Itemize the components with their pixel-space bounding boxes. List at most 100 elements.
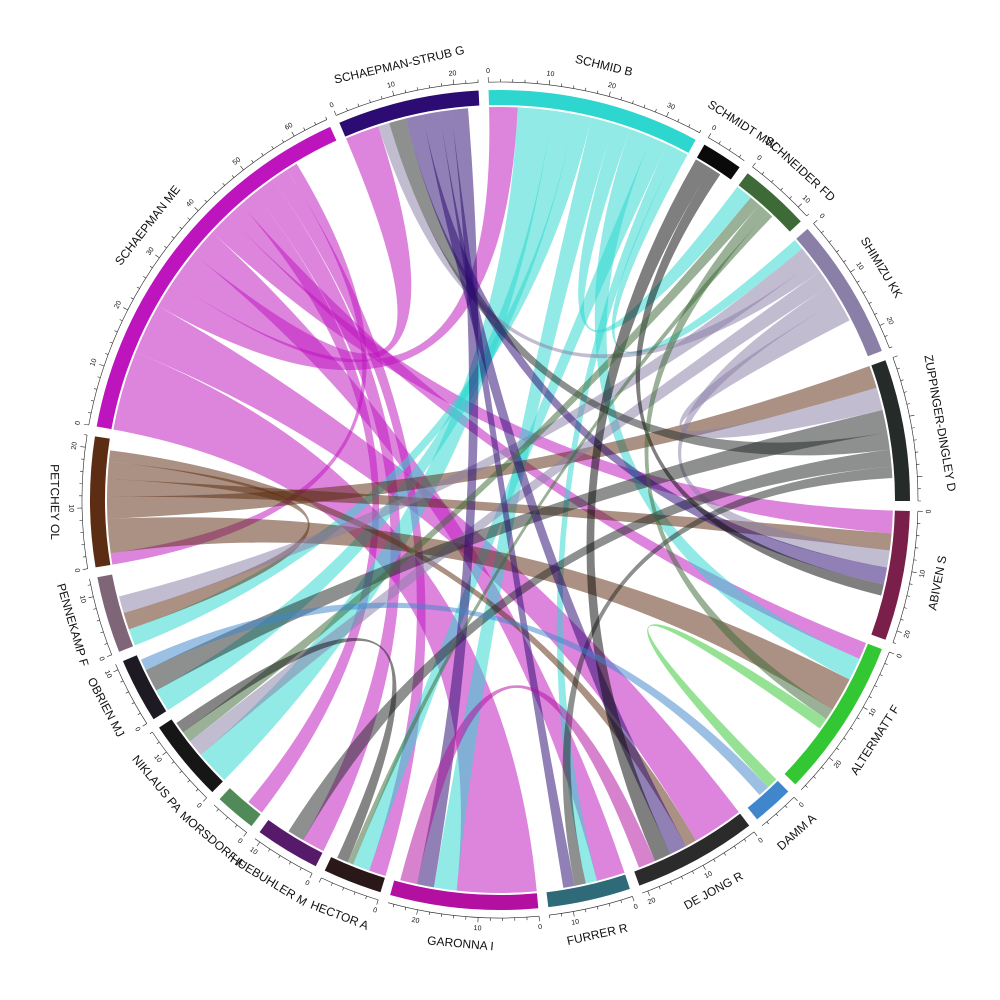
- tick-mark: [240, 165, 244, 171]
- tick-mark: [251, 159, 254, 163]
- tick-mark: [836, 250, 840, 253]
- tick-mark: [620, 96, 622, 100]
- tick-mark: [596, 906, 599, 910]
- sector-arc-morsdorf-f: [219, 788, 261, 827]
- chord-link-schmid-b-to-garonna-i: [433, 117, 614, 891]
- tick-mark: [346, 107, 348, 111]
- tick-mark: [114, 330, 118, 333]
- tick-mark: [889, 346, 893, 349]
- tick-mark: [271, 146, 274, 149]
- chord-ticks: 0 10 20 30 0 0 10 0 10 20 0 10 20 0 10 20 0 0 10 20 0 10 0 10 20…: [67, 68, 933, 933]
- chord-link-petchey-ol-to-pennekamp-f: [107, 461, 310, 630]
- tick-label: 0: [538, 924, 543, 931]
- sector-label-schaepman-strub-g: SCHAEPMAN-STRUB G: [333, 43, 466, 87]
- tick-mark: [868, 301, 872, 304]
- tick-mark: [187, 779, 191, 783]
- tick-mark: [805, 785, 808, 788]
- tick-mark: [658, 886, 661, 890]
- tick-mark: [125, 691, 129, 694]
- tick-mark: [149, 731, 153, 735]
- chord-links: [106, 107, 893, 893]
- tick-mark: [369, 99, 371, 103]
- tick-label: 0: [710, 124, 717, 132]
- sector-label-schmid-b: SCHMID B: [574, 52, 634, 79]
- tick-mark: [291, 131, 295, 137]
- sector-arc-furrer-r: [546, 874, 630, 908]
- tick-mark: [136, 286, 140, 289]
- tick-mark: [404, 89, 407, 93]
- tick-mark: [225, 816, 228, 820]
- tick-mark: [314, 121, 317, 125]
- tick-mark: [93, 388, 97, 390]
- tick-mark: [113, 669, 119, 673]
- chord-link-schmid-b-to-altermatt-f: [594, 129, 860, 680]
- tick-mark: [752, 162, 756, 168]
- tick-mark: [856, 717, 860, 720]
- tick-mark: [806, 213, 810, 217]
- tick-label: 0: [798, 801, 806, 809]
- sector-arc-garonna-i: [390, 880, 539, 911]
- sector-arc-damm-a: [747, 780, 789, 820]
- tick-mark: [596, 90, 599, 94]
- sector-axis-niklaus-pa: [152, 731, 207, 799]
- tick-mark: [723, 852, 726, 856]
- tick-mark: [330, 882, 333, 886]
- tick-mark: [909, 583, 913, 585]
- tick-mark: [879, 674, 883, 677]
- tick-mark: [80, 446, 86, 448]
- sector-label-hector-a: HECTOR A: [309, 898, 371, 933]
- tick-mark: [843, 259, 847, 263]
- tick-mark: [850, 727, 854, 730]
- tick-mark: [353, 891, 356, 895]
- tick-mark: [884, 663, 888, 665]
- tick-mark: [850, 269, 855, 273]
- tick-mark: [884, 335, 888, 337]
- tick-mark: [780, 187, 783, 191]
- tick-mark: [428, 911, 430, 916]
- sector-arc-shimizu-kk: [796, 228, 882, 357]
- chord-link-shimizu-kk-to-niklaus-pa: [189, 271, 830, 755]
- tick-mark: [318, 877, 322, 883]
- tick-mark: [856, 280, 860, 283]
- tick-label: 20: [885, 316, 895, 326]
- tick-mark: [798, 203, 803, 208]
- tick-mark: [404, 907, 407, 911]
- tick-mark: [761, 171, 765, 175]
- tick-label: 0: [755, 154, 762, 162]
- sector-arc-obrien-mj: [122, 655, 167, 720]
- tick-mark: [131, 702, 135, 705]
- sector-axis-zuppinger-dingley-d: [892, 357, 919, 501]
- tick-mark: [104, 643, 108, 645]
- tick-mark: [106, 654, 112, 657]
- tick-mark: [573, 911, 575, 917]
- tick-mark: [688, 124, 691, 128]
- tick-mark: [813, 776, 816, 779]
- sector-axis-de-jong-r: [641, 831, 755, 894]
- tick-mark: [702, 865, 706, 870]
- chord-link-niklaus-pa-to-hector-a: [176, 638, 397, 863]
- tick-label: 0: [633, 903, 639, 911]
- tick-mark: [708, 133, 712, 138]
- tick-mark: [88, 596, 94, 599]
- sector-axis-schneider-fd: [752, 166, 807, 217]
- tick-label: 10: [152, 754, 162, 765]
- tick-mark: [216, 808, 219, 812]
- sector-axis-shimizu-kk: [813, 223, 890, 349]
- tick-mark: [299, 867, 302, 871]
- tick-mark: [718, 141, 721, 145]
- tick-mark: [202, 797, 207, 802]
- tick-label: 30: [666, 102, 676, 112]
- chord-link-shimizu-kk-to-zuppinger-dingley-d: [679, 300, 883, 438]
- tick-mark: [692, 870, 694, 874]
- tick-label: 60: [284, 122, 294, 132]
- tick-mark: [105, 353, 109, 355]
- tick-label: 50: [232, 156, 243, 166]
- tick-mark: [666, 111, 669, 117]
- tick-mark: [906, 403, 910, 405]
- tick-mark: [376, 899, 379, 905]
- tick-label: 20: [647, 897, 657, 906]
- tick-mark: [813, 220, 818, 224]
- tick-mark: [288, 861, 291, 865]
- tick-mark: [896, 630, 902, 633]
- tick-mark: [728, 147, 732, 151]
